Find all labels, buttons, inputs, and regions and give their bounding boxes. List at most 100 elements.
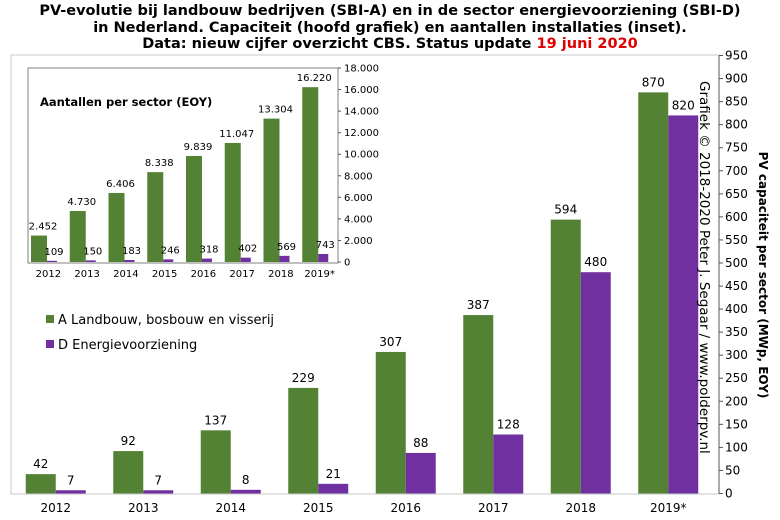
inset-bar-series-d (47, 260, 57, 262)
inset-y-tick-label: 2.000 (344, 236, 373, 247)
inset-bar-label-series-a: 6.406 (106, 179, 135, 190)
inset-bar-series-a (263, 118, 280, 262)
main-y-tick-label: 400 (725, 302, 748, 316)
bar-series-d (230, 489, 261, 494)
bar-label-series-d: 7 (154, 473, 162, 487)
bar-label-series-a: 92 (121, 434, 136, 448)
inset-x-tick-label: 2015 (152, 269, 177, 280)
legend: A Landbouw, bosbouw en visserij D Energi… (46, 313, 274, 353)
main-x-tick-label: 2018 (565, 501, 596, 515)
inset-bar-series-d (85, 260, 96, 262)
inset-y-tick-label: 8.000 (344, 171, 373, 182)
bar-series-a (375, 351, 406, 494)
inset-bar-series-a (108, 192, 125, 262)
bar-label-series-a: 594 (554, 203, 577, 217)
bar-label-series-a: 387 (467, 298, 490, 312)
inset-y-tick-label: 18.000 (344, 64, 379, 75)
inset-bar-label-series-d: 246 (161, 245, 180, 256)
bar-series-d (318, 483, 349, 494)
inset-x-tick-label: 2016 (191, 269, 216, 280)
inset-y-tick-label: 6.000 (344, 193, 373, 204)
main-y-tick-label: 250 (725, 371, 748, 385)
bar-label-series-d: 128 (497, 417, 520, 431)
main-y-tick-label: 300 (725, 348, 748, 362)
bar-label-series-d: 21 (326, 467, 341, 481)
inset-x-tick-label: 2013 (74, 269, 99, 280)
main-y-tick-label: 800 (725, 118, 748, 132)
inset-chart: Aantallen per sector (EOY) 2.452 109 4.730… (27, 64, 379, 280)
inset-bar-label-series-d: 318 (199, 245, 218, 256)
legend-label-a: A Landbouw, bosbouw en visserij (58, 313, 274, 328)
main-y-tick-label: 500 (725, 256, 748, 270)
title-line-3: Data: nieuw cijfer overzicht CBS. Status… (142, 36, 638, 52)
title-line-3-prefix: Data: nieuw cijfer overzicht CBS. Status… (142, 36, 536, 52)
bar-series-a (463, 315, 494, 494)
inset-bar-label-series-d: 402 (238, 244, 257, 255)
bar-series-a (638, 92, 669, 494)
bar-label-series-a: 229 (292, 371, 315, 385)
inset-bar-series-d (279, 255, 290, 262)
inset-bar-series-a (147, 172, 164, 262)
main-y-tick-label: 50 (725, 463, 740, 477)
bar-label-series-d: 8 (242, 473, 250, 487)
inset-bar-label-series-d: 569 (277, 242, 296, 253)
bar-label-series-d: 88 (413, 436, 428, 450)
inset-bar-series-a (69, 211, 86, 262)
inset-bar-label-series-a: 8.338 (145, 158, 174, 169)
inset-bar-label-series-d: 109 (44, 247, 63, 258)
inset-bars: 2.452 109 4.730 150 6.406 183 8.338 246 9.839 318… (29, 73, 335, 262)
inset-y-tick-label: 0 (344, 258, 350, 269)
inset-x-tick-label: 2019* (304, 269, 334, 280)
main-x-tick-label: 2015 (303, 501, 334, 515)
bar-series-d (143, 490, 174, 494)
bar-series-a (550, 219, 581, 494)
bar-label-series-a: 307 (379, 335, 402, 349)
title-line-2: in Nederland. Capaciteit (hoofd grafiek)… (93, 20, 687, 36)
bar-label-series-d: 820 (672, 98, 695, 112)
inset-bar-series-a (224, 142, 241, 262)
bar-series-a (200, 430, 231, 494)
inset-bar-label-series-a: 16.220 (297, 73, 332, 84)
bar-series-a (113, 451, 144, 494)
inset-x-tick-label: 2012 (36, 269, 61, 280)
inset-y-axis: 0 2.000 4.000 6.000 8.000 10.000 12.000 14.000 1… (338, 64, 379, 269)
main-x-tick-label: 2012 (40, 501, 71, 515)
main-x-tick-label: 2017 (478, 501, 509, 515)
inset-bar-label-series-a: 13.304 (258, 105, 293, 116)
inset-y-tick-label: 16.000 (344, 85, 379, 96)
inset-x-axis: 2012 2013 2014 2015 2016 2017 2018 2019* (36, 269, 335, 280)
legend-swatch-d (46, 340, 54, 348)
bar-label-series-d: 480 (584, 255, 607, 269)
inset-bar-label-series-d: 150 (83, 246, 102, 257)
main-x-tick-label: 2019* (650, 501, 687, 515)
main-x-tick-label: 2013 (128, 501, 159, 515)
main-bars: 42 7 92 7 137 8 229 21 307 88 387 128 594 480 870 820 (25, 75, 699, 494)
inset-bar-series-d (240, 257, 251, 262)
inset-bar-series-d (202, 258, 212, 262)
legend-label-d: D Energievoorziening (58, 338, 197, 353)
inset-bar-series-d (163, 259, 174, 262)
bar-series-d (668, 115, 699, 494)
main-x-axis: 2012 2013 2014 2015 2016 2017 2018 2019* (40, 501, 686, 515)
legend-swatch-a (46, 315, 54, 323)
inset-bar-series-a (302, 87, 319, 262)
main-y-tick-label: 900 (725, 72, 748, 86)
bar-series-d (55, 490, 86, 494)
credit-text: Grafiek © 2018-2020 Peter J. Segaar / ww… (696, 81, 712, 454)
y-axis-title: PV capaciteit per sector (MWp, EOY) (756, 152, 770, 399)
main-y-axis: 0 50 100 150 200 250 300 350 400 450 500 550 600 650 7… (718, 49, 748, 501)
inset-y-tick-label: 4.000 (344, 214, 373, 225)
inset-bar-label-series-a: 4.730 (67, 197, 96, 208)
main-y-tick-label: 450 (725, 279, 748, 293)
inset-bar-label-series-d: 743 (316, 240, 335, 251)
bar-series-a (25, 474, 56, 494)
bar-series-d (493, 434, 524, 494)
inset-bar-series-a (31, 235, 47, 262)
main-y-tick-label: 850 (725, 95, 748, 109)
bar-label-series-d: 7 (67, 473, 75, 487)
main-y-tick-label: 950 (725, 49, 748, 63)
inset-bar-label-series-a: 2.452 (29, 222, 58, 233)
main-y-tick-label: 550 (725, 233, 748, 247)
inset-title: Aantallen per sector (EOY) (40, 95, 212, 109)
